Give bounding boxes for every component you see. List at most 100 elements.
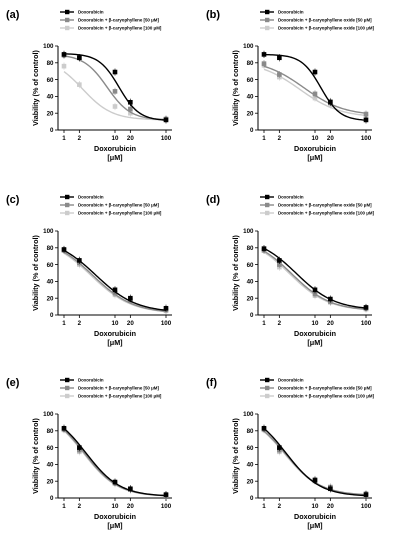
legend-label: Doxorubicin bbox=[278, 195, 304, 200]
legend-label: Doxorubicin + β-caryophyllene [100 μM] bbox=[78, 211, 162, 216]
x-tick-label: 10 bbox=[312, 320, 319, 327]
legend-label: Doxorubicin bbox=[78, 378, 104, 383]
series-curve bbox=[263, 430, 367, 496]
legend-marker bbox=[65, 194, 70, 200]
x-tick-label: 100 bbox=[361, 503, 372, 510]
legend-label: Doxorubicin + β-caryophyllene [100 μM] bbox=[78, 26, 162, 31]
y-tick-label: 40 bbox=[247, 279, 254, 286]
x-tick-label: 2 bbox=[278, 503, 282, 510]
y-tick-label: 60 bbox=[247, 262, 254, 269]
x-tick-label: 100 bbox=[161, 503, 172, 510]
y-tick-label: 20 bbox=[47, 478, 54, 485]
x-tick-label: 20 bbox=[327, 320, 334, 327]
panel-label: (c) bbox=[6, 194, 20, 206]
legend-label: Doxorubicin + β-caryophyllene [50 μM] bbox=[78, 386, 159, 391]
y-tick-label: 60 bbox=[47, 77, 54, 84]
y-tick-label: 100 bbox=[43, 228, 54, 235]
y-tick-label: 80 bbox=[47, 245, 54, 252]
x-tick-label: 1 bbox=[262, 503, 266, 510]
chart-panel-b: (b) Doxorubicin Doxorubicin + β-caryophyll… bbox=[206, 9, 375, 162]
x-tick-label: 100 bbox=[361, 320, 372, 327]
legend-marker bbox=[65, 393, 70, 399]
legend-marker bbox=[65, 9, 70, 15]
x-tick-label: 10 bbox=[112, 135, 119, 142]
legend-label: Doxorubicin + β-caryophyllene [50 μM] bbox=[78, 203, 159, 208]
x-axis-title: Doxorubicin bbox=[94, 144, 136, 153]
y-tick-label: 0 bbox=[250, 312, 254, 319]
legend-label: Doxorubicin + β-caryophyllene oxide [100… bbox=[278, 394, 375, 399]
x-tick-label: 10 bbox=[112, 503, 119, 510]
y-tick-label: 0 bbox=[50, 127, 54, 134]
y-tick-label: 0 bbox=[250, 495, 254, 502]
x-tick-label: 1 bbox=[262, 320, 266, 327]
legend-marker bbox=[265, 17, 270, 23]
x-tick-label: 100 bbox=[361, 135, 372, 142]
legend-marker bbox=[265, 385, 270, 391]
x-tick-label: 20 bbox=[127, 135, 134, 142]
x-axis-title: Doxorubicin bbox=[294, 144, 336, 153]
legend-marker bbox=[65, 385, 70, 391]
legend-label: Doxorubicin bbox=[78, 195, 104, 200]
legend-marker bbox=[65, 17, 70, 23]
y-tick-label: 20 bbox=[47, 110, 54, 117]
x-tick-label: 10 bbox=[312, 135, 319, 142]
y-axis-title: Viability (% of control) bbox=[31, 235, 40, 311]
x-tick-label: 2 bbox=[78, 503, 82, 510]
panel-label: (a) bbox=[6, 9, 20, 21]
y-axis-title: Viability (% of control) bbox=[231, 418, 240, 494]
y-tick-label: 100 bbox=[243, 228, 254, 235]
chart-panel-d: (d) Doxorubicin Doxorubicin + β-caryophyll… bbox=[206, 194, 375, 347]
series-curve bbox=[63, 53, 167, 121]
panel-label: (d) bbox=[206, 194, 220, 206]
legend-marker bbox=[265, 393, 270, 399]
legend-marker bbox=[265, 194, 270, 200]
y-tick-label: 100 bbox=[243, 411, 254, 418]
legend-label: Doxorubicin bbox=[278, 10, 304, 15]
panel-label: (f) bbox=[206, 377, 217, 389]
y-tick-label: 20 bbox=[247, 478, 254, 485]
y-tick-label: 40 bbox=[47, 279, 54, 286]
legend-marker bbox=[65, 377, 70, 383]
legend-label: Doxorubicin + β-caryophyllene oxide [100… bbox=[278, 211, 375, 216]
panel-label: (b) bbox=[206, 9, 220, 21]
x-tick-label: 1 bbox=[62, 320, 66, 327]
chart-panel-e: (e) Doxorubicin Doxorubicin + β-caryophyll… bbox=[6, 377, 172, 530]
x-tick-label: 10 bbox=[112, 320, 119, 327]
series-curve bbox=[263, 431, 367, 496]
x-tick-label: 1 bbox=[262, 135, 266, 142]
x-tick-label: 20 bbox=[327, 135, 334, 142]
y-tick-label: 80 bbox=[247, 428, 254, 435]
y-tick-label: 80 bbox=[47, 428, 54, 435]
legend-marker bbox=[65, 202, 70, 208]
chart-panel-a: (a) Doxorubicin Doxorubicin + β-caryophyll… bbox=[6, 9, 172, 162]
x-tick-label: 1 bbox=[62, 135, 66, 142]
legend-label: Doxorubicin + β-caryophyllene oxide [50 … bbox=[278, 18, 372, 23]
x-axis-unit: [μM] bbox=[307, 521, 322, 530]
legend-label: Doxorubicin + β-caryophyllene [50 μM] bbox=[78, 18, 159, 23]
y-tick-label: 0 bbox=[50, 495, 54, 502]
chart-panel-f: (f) Doxorubicin Doxorubicin + β-caryophyll… bbox=[206, 377, 375, 530]
x-tick-label: 20 bbox=[327, 503, 334, 510]
y-tick-label: 100 bbox=[43, 411, 54, 418]
x-tick-label: 2 bbox=[278, 320, 282, 327]
panel-label: (e) bbox=[6, 377, 20, 389]
legend-marker bbox=[265, 9, 270, 15]
y-tick-label: 100 bbox=[43, 43, 54, 50]
y-tick-label: 80 bbox=[47, 60, 54, 67]
x-tick-label: 1 bbox=[62, 503, 66, 510]
x-tick-label: 10 bbox=[312, 503, 319, 510]
y-tick-label: 20 bbox=[247, 295, 254, 302]
y-tick-label: 0 bbox=[50, 312, 54, 319]
legend-marker bbox=[65, 25, 70, 31]
x-axis-unit: [μM] bbox=[107, 338, 122, 347]
y-tick-label: 100 bbox=[243, 43, 254, 50]
series-curve bbox=[63, 71, 167, 121]
y-tick-label: 0 bbox=[250, 127, 254, 134]
legend-label: Doxorubicin + β-caryophyllene oxide [50 … bbox=[278, 203, 372, 208]
x-axis-title: Doxorubicin bbox=[294, 512, 336, 521]
chart-panel-c: (c) Doxorubicin Doxorubicin + β-caryophyll… bbox=[6, 194, 172, 347]
legend-marker bbox=[265, 210, 270, 216]
legend-label: Doxorubicin bbox=[78, 10, 104, 15]
y-tick-label: 60 bbox=[47, 445, 54, 452]
